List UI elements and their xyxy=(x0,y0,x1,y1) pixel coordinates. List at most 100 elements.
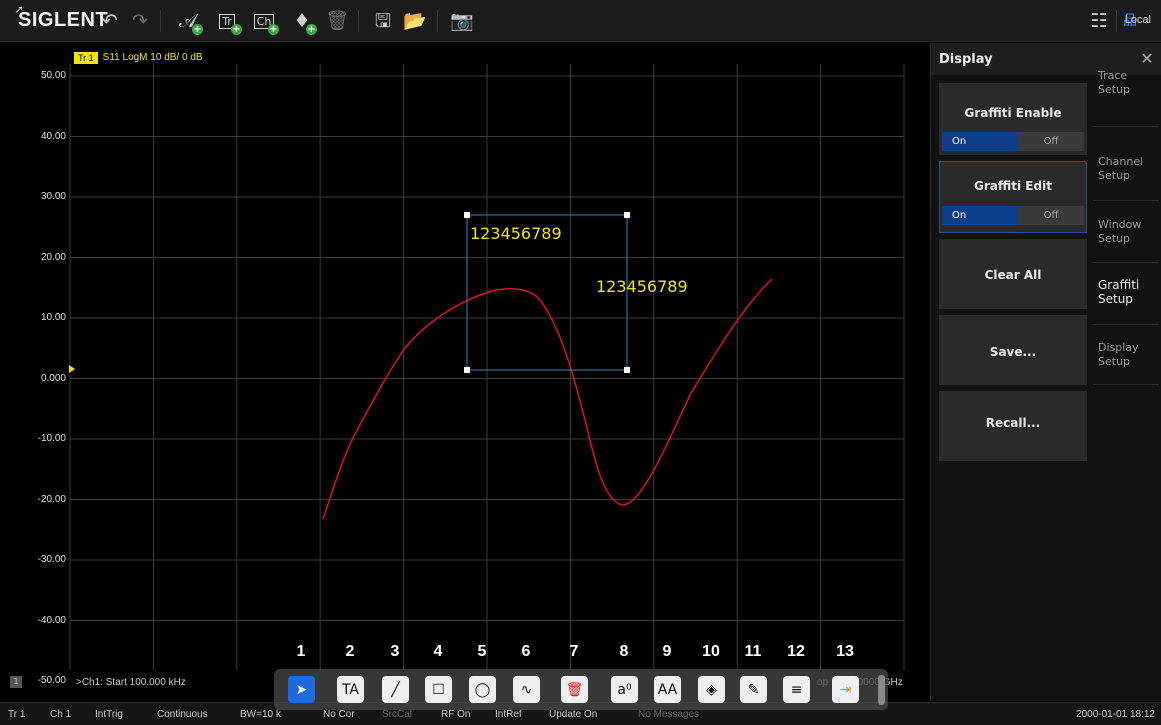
delete-icon[interactable]: 🗑 xyxy=(324,9,350,32)
graffiti-edit-toggle[interactable]: On Off xyxy=(942,206,1084,225)
status-correction[interactable]: No Cor xyxy=(323,709,355,720)
tab-graffiti-setup[interactable]: Graffiti Setup xyxy=(1093,263,1159,325)
tab-trace-setup-line2: Setup xyxy=(1098,83,1131,96)
display-panel: Display ✕ Graffiti Enable On Off Graffit… xyxy=(930,43,1161,701)
freehand-tool[interactable]: ∿ xyxy=(513,676,540,703)
save-label: Save... xyxy=(989,345,1037,359)
tab-display-setup-line2: Setup xyxy=(1098,355,1131,368)
select-arrow-tool[interactable]: ➤ xyxy=(288,676,315,703)
line-width-tool[interactable]: ≡ xyxy=(783,676,810,703)
graffiti-edit-softkey[interactable]: Graffiti Edit On Off xyxy=(939,161,1087,233)
pen-color-tool[interactable]: ✎ xyxy=(740,676,767,703)
tool-number-label: 9 xyxy=(662,643,672,660)
y-tick-label: 40.00 xyxy=(40,130,66,142)
tool-number-label: 3 xyxy=(390,643,400,660)
close-icon[interactable]: ✕ xyxy=(1140,49,1154,68)
y-tick-label: -40.00 xyxy=(37,614,66,626)
fill-color-tool[interactable]: ◈ xyxy=(698,676,725,703)
status-channel[interactable]: Ch 1 xyxy=(50,709,72,720)
rectangle-tool[interactable]: ☐ xyxy=(425,676,452,703)
toolbar-separator xyxy=(437,10,438,32)
siglent-logo: SIGLENT xyxy=(18,9,109,31)
graffiti-enable-label: Graffiti Enable xyxy=(964,106,1062,120)
trace-plot[interactable] xyxy=(0,0,930,670)
trace-label[interactable]: Tr 1 S11 LogM 10 dB/ 0 dB xyxy=(74,51,203,64)
panel-title: Display xyxy=(939,52,993,67)
tab-trace-setup-line1: Trace xyxy=(1098,69,1128,82)
status-trigger[interactable]: IntTrig xyxy=(95,709,123,720)
status-bandwidth[interactable]: BW=10 k xyxy=(240,709,281,720)
channel-start-frequency: >Ch1: Start 100.000 kHz xyxy=(76,677,186,688)
tab-channel-setup[interactable]: Channel Setup xyxy=(1093,139,1159,201)
y-tick-label: -10.00 xyxy=(37,433,66,444)
graffiti-enable-softkey[interactable]: Graffiti Enable On Off xyxy=(939,83,1087,155)
network-icon[interactable]: 品 xyxy=(1123,13,1137,29)
open-folder-icon[interactable]: 📂 xyxy=(403,9,427,32)
add-channel-icon[interactable]: Ch + xyxy=(251,8,279,35)
tool-number-label: 1 xyxy=(296,643,306,660)
graffiti-text-2[interactable]: 123456789 xyxy=(596,277,688,296)
status-update[interactable]: Update On xyxy=(549,709,598,720)
graffiti-enable-off[interactable]: Off xyxy=(1018,132,1084,151)
graffiti-text-1[interactable]: 123456789 xyxy=(470,224,562,243)
add-trace-window-icon[interactable]: Tr + xyxy=(214,8,242,35)
redo-icon[interactable]: ↷ xyxy=(132,9,148,32)
y-tick-label: 50.00 xyxy=(40,70,66,81)
font-size-tool[interactable]: a⁰ xyxy=(611,676,638,703)
save-button[interactable]: Save... xyxy=(939,315,1087,385)
status-sweep[interactable]: Continuous xyxy=(157,709,208,720)
channel-index-box[interactable]: 1 xyxy=(10,676,22,688)
toolbar-separator xyxy=(160,10,161,32)
panel-header: Display ✕ xyxy=(931,43,1161,75)
ellipse-tool[interactable]: ◯ xyxy=(469,676,496,703)
tab-window-setup[interactable]: Window Setup xyxy=(1093,201,1159,263)
trace-description: S11 LogM 10 dB/ 0 dB xyxy=(102,52,203,63)
status-datetime: 2000-01-01 18:12 xyxy=(1076,709,1155,720)
graffiti-edit-off[interactable]: Off xyxy=(1018,206,1084,225)
tab-window-setup-line1: Window xyxy=(1098,218,1142,231)
graffiti-enable-toggle[interactable]: On Off xyxy=(942,132,1084,151)
status-messages: No Messages xyxy=(638,709,700,720)
exit-tool[interactable]: ⇥ xyxy=(832,676,859,703)
toolbar-scroll-handle[interactable] xyxy=(878,675,885,705)
layout-icon[interactable]: ☷ xyxy=(1090,9,1108,32)
tool-number-label: 8 xyxy=(619,643,629,660)
y-tick-label: 30.00 xyxy=(40,191,66,202)
line-tool[interactable]: ╱ xyxy=(382,676,409,703)
add-trace-icon[interactable]: 𝒜 + xyxy=(179,9,203,35)
text-tool[interactable]: TA xyxy=(337,676,364,703)
graffiti-selection-box xyxy=(464,212,630,373)
camera-icon[interactable]: 📷 xyxy=(450,9,474,32)
reference-level-marker xyxy=(69,365,75,373)
status-ref[interactable]: IntRef xyxy=(495,709,522,720)
trace-curve xyxy=(322,278,773,520)
toolbar-separator xyxy=(358,10,359,32)
tool-number-label: 4 xyxy=(433,643,443,660)
tab-channel-setup-line1: Channel xyxy=(1098,155,1144,168)
status-rf[interactable]: RF On xyxy=(441,709,471,720)
graffiti-edit-on[interactable]: On xyxy=(942,206,1018,225)
clear-all-label: Clear All xyxy=(984,268,1042,282)
tab-display-setup[interactable]: Display Setup xyxy=(1093,325,1159,385)
save-icon[interactable]: 🖫 xyxy=(374,9,392,32)
tab-graffiti-setup-line1: Graffiti xyxy=(1098,278,1140,292)
tool-number-label: 2 xyxy=(345,643,355,660)
tab-trace-setup[interactable]: Trace Setup xyxy=(1093,69,1159,127)
toolbar-separator xyxy=(1116,10,1117,32)
recall-button[interactable]: Recall... xyxy=(939,391,1087,461)
y-tick-label: -30.00 xyxy=(37,554,66,565)
font-tool[interactable]: AA xyxy=(654,676,681,703)
delete-tool[interactable]: 🗑 xyxy=(561,676,588,703)
graffiti-enable-on[interactable]: On xyxy=(942,132,1018,151)
recall-label: Recall... xyxy=(985,416,1041,430)
y-tick-label: -50.00 xyxy=(37,675,66,686)
clear-all-button[interactable]: Clear All xyxy=(939,239,1087,309)
status-trace[interactable]: Tr 1 xyxy=(8,709,26,720)
add-marker-icon[interactable]: ♦ + xyxy=(293,9,317,35)
status-srccal[interactable]: SrcCal xyxy=(382,709,413,720)
local-remote-label: Local xyxy=(1124,14,1151,26)
tool-number-label: 12 xyxy=(787,643,805,660)
y-tick-label: 10.00 xyxy=(40,312,66,323)
tool-number-label: 13 xyxy=(836,643,854,660)
undo-icon[interactable]: ↶ xyxy=(102,9,118,32)
